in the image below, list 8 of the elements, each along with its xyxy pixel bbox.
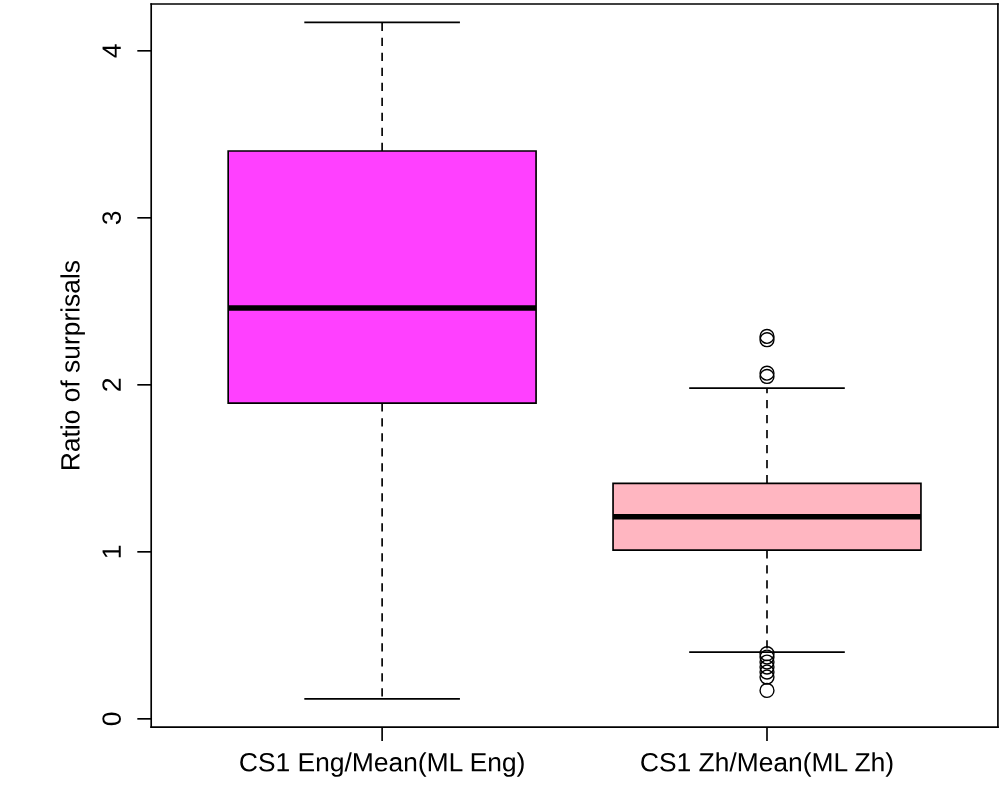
y-axis-title: Ratio of surprisals: [60, 260, 85, 470]
y-tick-label: 3: [102, 211, 121, 225]
y-tick-label: 0: [102, 712, 121, 726]
x-tick-label: CS1 Eng/Mean(ML Eng): [240, 752, 524, 777]
y-tick-label: 2: [102, 378, 121, 391]
x-tick-label: CS1 Zh/Mean(ML Zh): [641, 752, 893, 777]
y-tick-label: 4: [102, 44, 121, 58]
y-tick-label: 1: [102, 545, 121, 558]
